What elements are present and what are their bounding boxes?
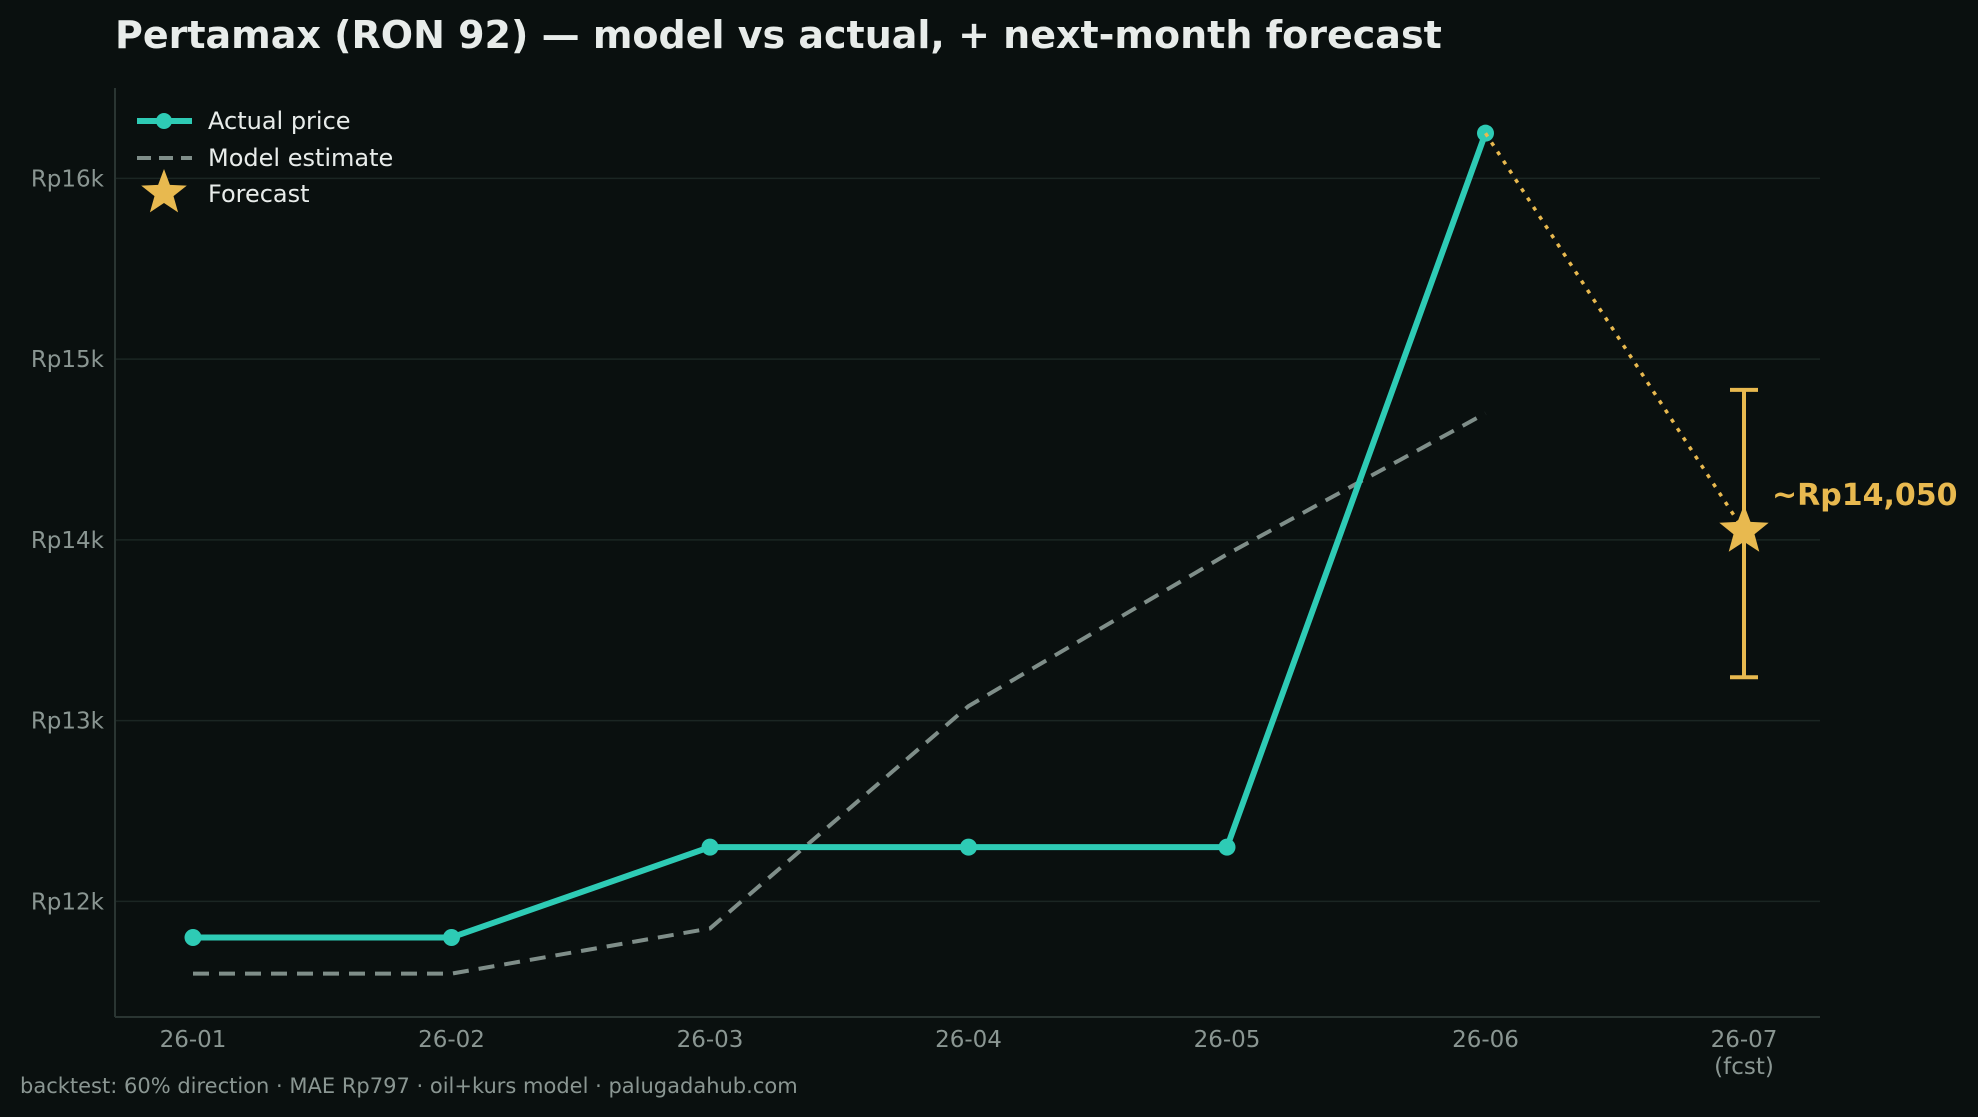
x-tick-label: 26-04 <box>935 1027 1002 1053</box>
x-tick-label: 26-06 <box>1452 1027 1519 1053</box>
axes <box>114 88 1820 1018</box>
actual-price-point <box>443 928 460 946</box>
actual-price-point <box>701 838 719 856</box>
x-tick-label: 26-05 <box>1194 1027 1261 1053</box>
footer-note: backtest: 60% direction · MAE Rp797 · oi… <box>20 1074 798 1098</box>
x-axis-ticks: 26-01 26-02 26-03 26-04 26-05 26-06 26-07(fcst… <box>160 1027 1778 1080</box>
actual-price-point <box>184 928 202 946</box>
legend-actual-marker-icon <box>156 113 172 129</box>
model-estimate-line <box>193 411 1487 976</box>
legend: Actual price Model estimate Forecast <box>137 107 393 213</box>
legend-actual-label: Actual price <box>208 107 351 135</box>
actual-price-point <box>960 838 977 856</box>
plot-area: ~Rp14,050 <box>184 124 1957 976</box>
forecast-value-label: ~Rp14,050 <box>1772 478 1957 513</box>
actual-price-line <box>193 132 1489 941</box>
forecast-connector-line <box>1484 132 1746 532</box>
actual-price-point <box>1218 838 1236 856</box>
legend-model-label: Model estimate <box>208 144 393 172</box>
x-tick-label: 26-02 <box>418 1027 485 1053</box>
y-tick-label: Rp14k <box>31 528 105 554</box>
x-tick-label: 26-07 <box>1711 1027 1778 1053</box>
chart-title: Pertamax (RON 92) — model vs actual, + n… <box>115 13 1442 57</box>
y-tick-label: Rp13k <box>31 709 105 735</box>
x-tick-label: 26-03 <box>677 1027 744 1053</box>
grid <box>115 177 1820 903</box>
y-tick-label: Rp12k <box>31 889 105 915</box>
y-axis-ticks: Rp12k Rp13k Rp14k Rp15k Rp16k <box>31 166 105 915</box>
legend-forecast-star-icon <box>141 169 187 213</box>
y-tick-label: Rp15k <box>31 347 105 373</box>
y-tick-label: Rp16k <box>31 166 105 192</box>
x-tick-sublabel: (fcst) <box>1714 1054 1774 1080</box>
legend-forecast-label: Forecast <box>208 180 310 208</box>
x-tick-label: 26-01 <box>160 1027 227 1053</box>
forecast-star-marker <box>1719 504 1769 552</box>
